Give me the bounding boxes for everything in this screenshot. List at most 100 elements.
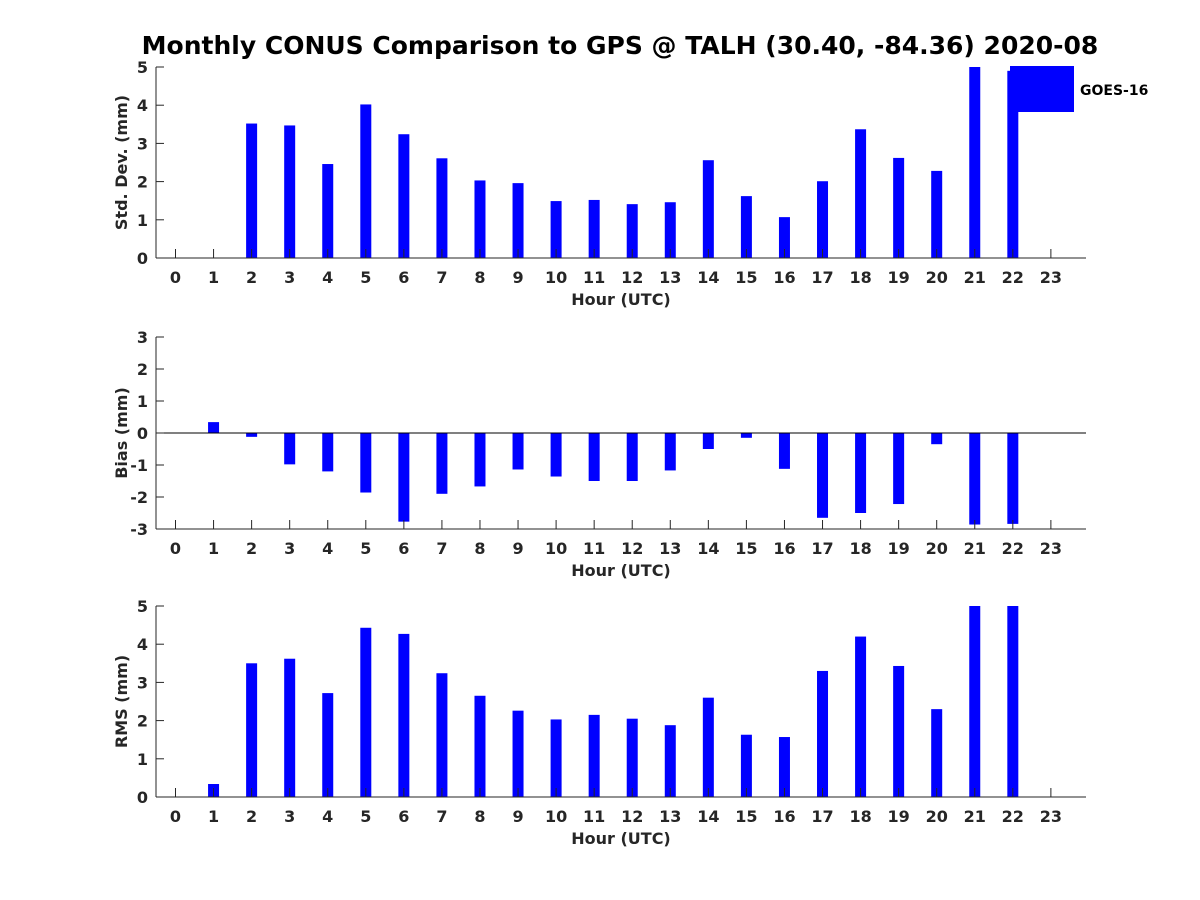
y-tick-label: -2 [130,488,148,507]
y-tick-label: 2 [137,173,148,192]
x-tick-label: 7 [436,807,447,826]
bar-hour-19 [893,665,905,797]
y-tick-label: 5 [137,597,148,616]
x-tick-label: 12 [621,807,643,826]
bar-hour-13 [664,433,676,471]
y-tick-label: 5 [137,58,148,77]
x-tick-label: 13 [659,539,681,558]
bar-hour-22 [1007,433,1019,524]
bar-hour-1 [208,422,220,433]
bar-hour-20 [931,709,943,797]
bar-hour-7 [436,673,448,797]
y-tick-label: 1 [137,211,148,230]
x-tick-label: 7 [436,268,447,287]
x-tick-label: 10 [545,268,567,287]
y-tick-label: 2 [137,712,148,731]
x-tick-label: 17 [811,268,833,287]
x-tick-label: 15 [735,268,757,287]
bar-hour-3 [284,433,296,465]
bar-hour-10 [550,433,562,477]
x-tick-label: 6 [398,268,409,287]
x-axis-label: Hour (UTC) [571,290,671,309]
x-tick-label: 8 [474,539,485,558]
bar-hour-13 [664,725,676,797]
bar-hour-12 [626,433,638,481]
bar-hour-20 [931,170,943,258]
y-tick-label: -3 [130,520,148,539]
bar-hour-8 [474,695,486,797]
bar-hour-9 [512,183,524,258]
x-tick-label: 14 [697,268,719,287]
bar-hour-13 [664,202,676,258]
bar-hour-2 [246,663,258,797]
bar-hour-4 [322,164,334,258]
x-tick-label: 1 [208,539,219,558]
y-tick-label: 0 [137,788,148,807]
x-tick-label: 23 [1040,268,1062,287]
bar-hour-11 [588,433,600,481]
legend-label: GOES-16 [1080,83,1148,99]
x-tick-label: 23 [1040,807,1062,826]
y-tick-label: 2 [137,360,148,379]
y-axis-label: Std. Dev. (mm) [112,95,131,230]
bar-hour-14 [702,160,714,258]
bar-hour-18 [855,129,867,258]
bar-hour-20 [931,433,943,445]
x-tick-label: 23 [1040,539,1062,558]
x-tick-label: 20 [926,539,948,558]
x-tick-label: 4 [322,539,333,558]
bar-hour-3 [284,658,296,797]
y-axis-label: RMS (mm) [112,655,131,748]
bar-hour-17 [817,433,829,518]
y-tick-label: -1 [130,456,148,475]
chart-title: Monthly CONUS Comparison to GPS @ TALH (… [142,31,1099,60]
bar-hour-17 [817,181,829,258]
x-tick-label: 14 [697,539,719,558]
bar-hour-22 [1007,606,1019,797]
bar-hour-10 [550,201,562,258]
x-tick-label: 5 [360,539,371,558]
x-tick-label: 3 [284,268,295,287]
bar-hour-5 [360,433,372,493]
bar-hour-16 [778,433,790,469]
x-tick-label: 12 [621,268,643,287]
bar-hour-5 [360,104,372,258]
bar-hour-21 [969,67,981,258]
bar-hour-15 [740,196,752,258]
bar-hour-16 [778,217,790,258]
x-tick-label: 20 [926,268,948,287]
y-tick-label: 3 [137,328,148,347]
bar-hour-3 [284,125,296,258]
bar-hour-6 [398,633,410,797]
x-tick-label: 6 [398,807,409,826]
x-tick-label: 15 [735,539,757,558]
bar-hour-4 [322,693,334,797]
x-tick-label: 16 [773,539,795,558]
x-tick-label: 16 [773,268,795,287]
x-tick-label: 9 [512,539,523,558]
bar-hour-14 [702,433,714,449]
x-tick-label: 3 [284,539,295,558]
bar-hour-21 [969,606,981,797]
x-tick-label: 4 [322,807,333,826]
x-tick-label: 16 [773,807,795,826]
bar-hour-19 [893,157,905,258]
x-tick-label: 0 [170,539,181,558]
bar-hour-21 [969,433,981,525]
x-tick-label: 10 [545,807,567,826]
x-tick-label: 18 [849,268,871,287]
x-tick-label: 8 [474,268,485,287]
bar-hour-8 [474,180,486,258]
x-tick-label: 11 [583,539,605,558]
y-tick-label: 0 [137,424,148,443]
bar-hour-18 [855,433,867,513]
bar-hour-16 [778,737,790,797]
x-tick-label: 9 [512,807,523,826]
x-tick-label: 21 [964,807,986,826]
y-tick-label: 3 [137,134,148,153]
x-tick-label: 5 [360,268,371,287]
x-tick-label: 11 [583,268,605,287]
